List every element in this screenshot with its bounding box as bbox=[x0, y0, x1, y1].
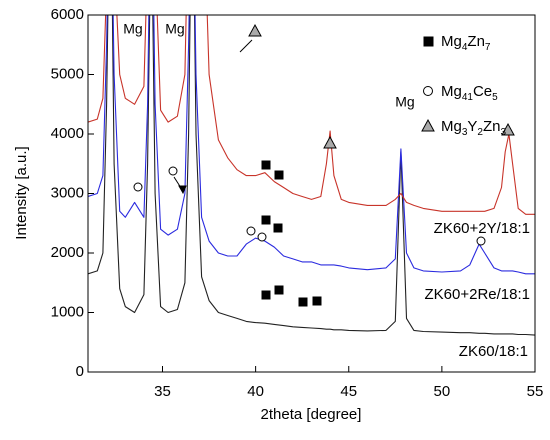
y-axis-label: Intensity [a.u.] bbox=[13, 146, 30, 239]
y-tick-label: 4000 bbox=[51, 125, 84, 142]
series-label: ZK60/18:1 bbox=[459, 343, 528, 360]
peak-label: Mg bbox=[395, 94, 414, 110]
legend-label: Mg3Y2Zn3 bbox=[441, 118, 507, 138]
legend-label: Mg4Zn7 bbox=[441, 33, 491, 53]
y-tick-label: 6000 bbox=[51, 6, 84, 23]
y-tick-label: 0 bbox=[76, 363, 84, 380]
series-line bbox=[88, 15, 535, 336]
series-label: ZK60+2Y/18:1 bbox=[434, 220, 530, 237]
x-tick-label: 50 bbox=[434, 383, 451, 400]
legend-label: Mg41Ce5 bbox=[441, 83, 498, 103]
x-axis-label: 2theta [degree] bbox=[261, 406, 362, 423]
y-tick-label: 5000 bbox=[51, 65, 84, 82]
x-tick-label: 55 bbox=[527, 383, 544, 400]
y-tick-label: 2000 bbox=[51, 244, 84, 261]
y-tick-label: 1000 bbox=[51, 303, 84, 320]
series-line bbox=[88, 15, 535, 215]
peak-label: Mg bbox=[123, 21, 142, 37]
x-tick-label: 40 bbox=[247, 383, 264, 400]
peak-label: Mg bbox=[165, 21, 184, 37]
y-tick-label: 3000 bbox=[51, 184, 84, 201]
phase-markers bbox=[133, 23, 515, 307]
series-label: ZK60+2Re/18:1 bbox=[425, 286, 531, 303]
x-tick-label: 35 bbox=[154, 383, 171, 400]
series-line bbox=[88, 15, 535, 275]
plot-area bbox=[88, 15, 535, 336]
x-tick-label: 45 bbox=[340, 383, 357, 400]
